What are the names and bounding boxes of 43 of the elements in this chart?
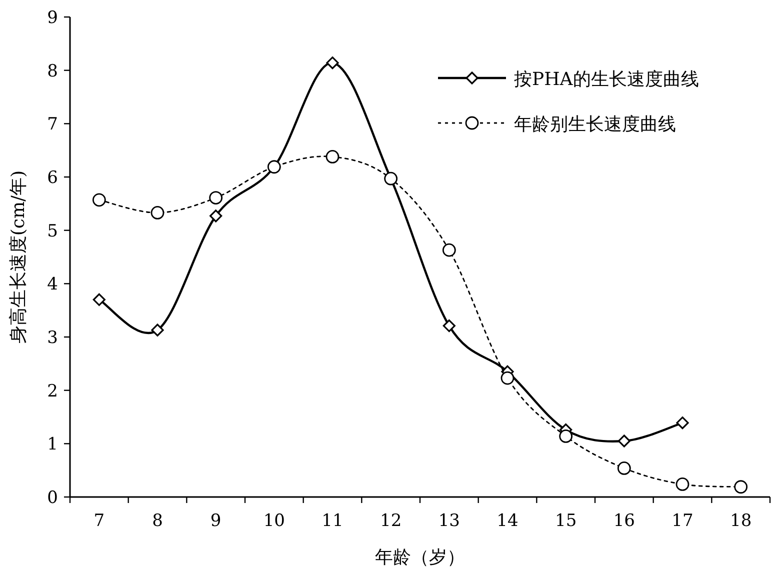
x-tick-label: 8 <box>152 511 163 531</box>
x-tick-label: 15 <box>555 511 577 531</box>
point <box>326 150 340 164</box>
point <box>209 191 223 204</box>
point <box>500 371 514 385</box>
y-tick-label: 1 <box>47 434 58 455</box>
point <box>559 430 573 443</box>
x-tick-label: 16 <box>613 511 635 531</box>
legend-label: 按PHA的生长速度曲线 <box>514 69 699 90</box>
y-tick-label: 5 <box>47 221 58 242</box>
point <box>617 462 631 475</box>
point <box>618 434 630 448</box>
point <box>442 320 456 332</box>
x-tick-label: 14 <box>496 511 518 531</box>
point <box>92 293 106 306</box>
point <box>442 243 456 257</box>
point <box>326 56 339 70</box>
y-tick-label: 0 <box>47 488 58 508</box>
x-tick-label: 9 <box>210 511 222 531</box>
point <box>676 478 690 491</box>
y-tick-label: 2 <box>47 381 58 402</box>
x-tick-label: 13 <box>438 511 460 531</box>
x-tick-label: 17 <box>672 511 694 531</box>
x-tick-label: 12 <box>380 511 402 531</box>
y-tick-label: 6 <box>47 168 58 188</box>
point <box>210 210 222 222</box>
y-tick-label: 3 <box>47 328 58 348</box>
point <box>676 416 689 430</box>
point <box>151 324 164 336</box>
x-axis-title: 年龄（岁） <box>375 547 465 568</box>
y-tick-label: 4 <box>47 274 58 295</box>
x-tick-label: 10 <box>263 511 285 531</box>
x-tick-label: 18 <box>730 511 752 531</box>
y-tick-label: 8 <box>47 61 58 82</box>
x-tick-label: 7 <box>94 511 105 531</box>
legend-label: 年龄别生长速度曲线 <box>514 114 676 135</box>
point <box>734 480 748 494</box>
point <box>92 193 106 207</box>
x-tick-label: 11 <box>322 511 344 531</box>
y-axis-title: 身高生长速度(cm/年) <box>8 170 29 344</box>
y-tick-label: 7 <box>47 114 58 135</box>
y-tick-label: 9 <box>47 8 58 28</box>
point <box>150 206 164 220</box>
